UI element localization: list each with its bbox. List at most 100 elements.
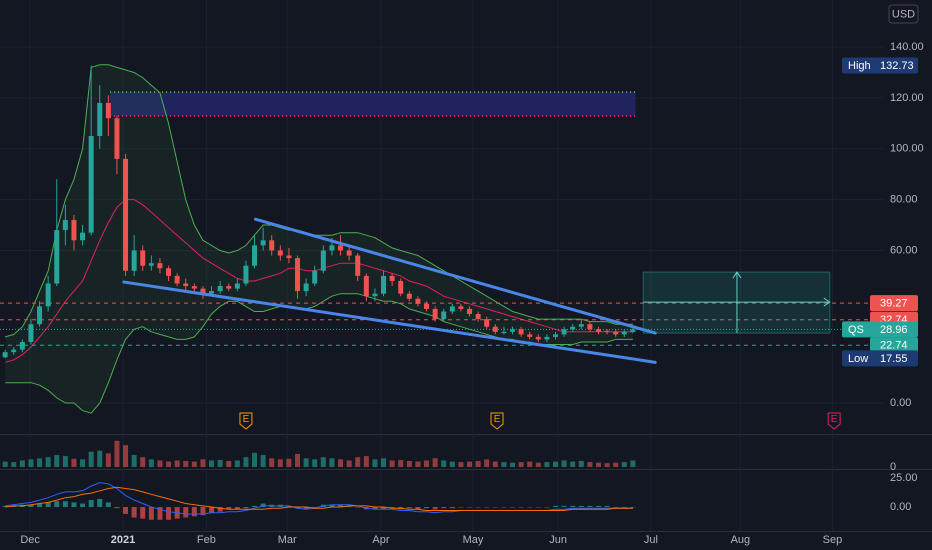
histogram-bar — [467, 507, 473, 508]
candle-body — [226, 286, 232, 289]
volume-bar — [166, 461, 172, 467]
histogram-bar — [2, 505, 8, 508]
x-tick-label: Apr — [372, 534, 389, 546]
histogram-bar — [355, 507, 361, 508]
x-tick-label: 2021 — [111, 534, 135, 546]
candle-body — [329, 245, 335, 251]
volume-bar — [449, 461, 455, 467]
volume-bar — [381, 458, 387, 467]
histogram-bar — [475, 507, 481, 508]
candle-body — [578, 324, 584, 327]
earnings-label: E — [831, 414, 838, 425]
candle-body — [88, 136, 94, 233]
candle-body — [372, 293, 378, 297]
price-tag — [870, 337, 918, 354]
volume-bar — [19, 460, 25, 467]
candle-body — [148, 263, 154, 266]
candle-body — [114, 118, 120, 159]
candle-body — [458, 306, 464, 309]
price-tag-label: 28.96 — [880, 324, 908, 336]
price-tag-label: 132.73 — [880, 60, 914, 72]
candle-body — [346, 250, 352, 256]
earnings-marker — [490, 412, 504, 430]
candle-body — [174, 275, 180, 284]
volume-bar — [140, 457, 146, 467]
volume-bar — [260, 455, 266, 467]
histogram-bar — [243, 507, 249, 509]
candle-body — [398, 280, 404, 294]
volume-bar — [200, 459, 206, 467]
histogram-bar — [252, 505, 258, 508]
line — [5, 482, 633, 515]
candle-body — [62, 219, 68, 231]
y-tick-label: 0.00 — [890, 501, 911, 513]
volume-bar — [613, 462, 619, 467]
volume-bar — [37, 458, 43, 467]
volume-bar — [415, 461, 421, 467]
price-tag-name: QS — [848, 324, 864, 336]
candle-body — [441, 311, 447, 320]
candle-body — [131, 250, 137, 271]
histogram-bar — [381, 507, 387, 510]
histogram-bar — [166, 507, 172, 520]
earnings-marker — [239, 412, 253, 430]
trendline — [122, 280, 657, 364]
currency-box[interactable] — [888, 4, 919, 24]
histogram-bar — [587, 505, 593, 508]
histogram-bar — [630, 507, 636, 508]
volume-bar — [209, 460, 215, 467]
candle-body — [449, 306, 455, 312]
candle-body — [432, 308, 438, 320]
currency[interactable]: USD — [892, 8, 915, 20]
candle-body — [338, 245, 344, 251]
price-tag-name: Low — [848, 353, 868, 365]
x-tick-label: Mar — [278, 534, 297, 546]
histogram-bar — [54, 501, 60, 508]
volume-bar — [320, 457, 326, 467]
volume-bar — [2, 461, 8, 467]
candle-body — [484, 319, 490, 327]
earnings-label: E — [494, 414, 501, 425]
volume-bar — [492, 461, 498, 467]
band-fill — [5, 64, 633, 414]
x-tick-label: Aug — [731, 534, 751, 546]
histogram-bar — [71, 502, 77, 508]
volume-bar — [570, 461, 576, 467]
trendline — [253, 217, 657, 335]
candle-body — [303, 283, 309, 292]
candle-body — [97, 102, 103, 137]
histogram-bar — [157, 507, 163, 520]
histogram-bar — [105, 502, 111, 508]
candle-body — [613, 331, 619, 335]
candle-body — [157, 263, 163, 269]
candle-body — [269, 240, 275, 251]
histogram-bar — [553, 505, 559, 508]
histogram-bar — [37, 503, 43, 508]
y-tick-label: 140.00 — [890, 41, 924, 53]
histogram-bar — [518, 507, 524, 508]
histogram-bar — [578, 505, 584, 508]
volume-bar — [458, 462, 464, 467]
volume-bar — [501, 462, 507, 467]
histogram-bar — [234, 507, 240, 510]
volume-bar — [243, 457, 249, 467]
candle-body — [596, 329, 602, 332]
price-tag-label: 17.55 — [880, 353, 908, 365]
histogram-bar — [183, 507, 189, 518]
y-tick-label: 80.00 — [890, 194, 918, 206]
y-tick-label: 0 — [890, 461, 896, 473]
volume-bar — [424, 460, 430, 467]
histogram-bar — [140, 507, 146, 519]
price-tag-name: High — [848, 60, 871, 72]
price-tag-label: 39.27 — [880, 298, 908, 310]
volume-bar — [269, 458, 275, 467]
histogram-bar — [80, 503, 86, 508]
zone — [110, 92, 636, 116]
volume-bar — [484, 459, 490, 467]
volume-bar — [596, 462, 602, 467]
histogram-bar — [535, 507, 541, 508]
arrow-head — [823, 297, 831, 307]
volume-bar — [54, 455, 60, 467]
x-tick-label: May — [463, 534, 484, 546]
volume-bar — [277, 459, 283, 467]
